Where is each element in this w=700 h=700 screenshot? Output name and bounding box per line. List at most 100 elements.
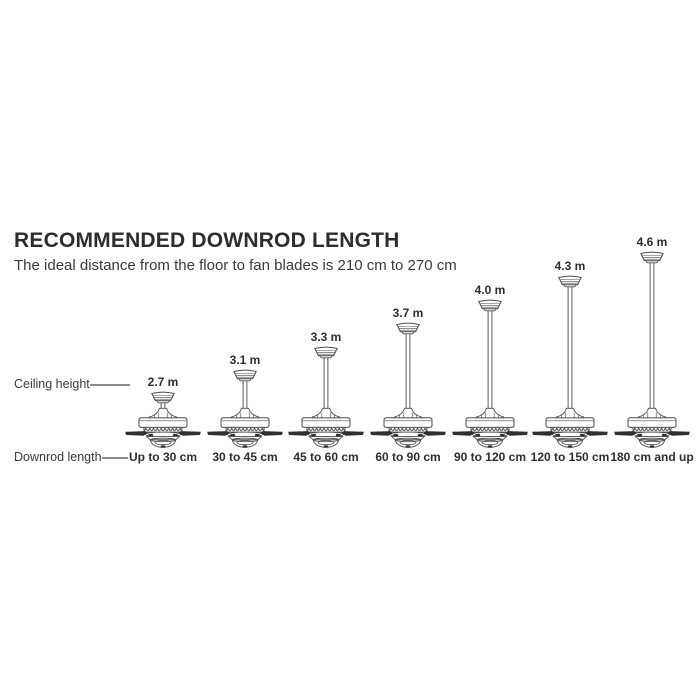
ceiling-height-value: 4.6 m [636, 235, 668, 249]
fan-collar-ridges [643, 412, 661, 418]
fan-light-rim [312, 437, 340, 442]
fan-downrod [323, 357, 329, 410]
fan-blade-left [614, 431, 637, 436]
fan-motor-band [470, 426, 510, 433]
fan-collar [393, 407, 423, 419]
fan-motor-band [143, 426, 183, 433]
downrod-length-value: 45 to 60 cm [293, 450, 359, 464]
fan-motor-drum [383, 417, 433, 428]
fan-blade-iron-right [661, 433, 667, 437]
fan-downrod [567, 286, 573, 410]
fan-light-lens [317, 440, 335, 446]
fan-blade-right [585, 431, 608, 436]
fan-blade-right [178, 431, 201, 436]
fan-blade-iron-right [579, 433, 585, 437]
fan-canopy-base [238, 378, 252, 382]
fan-motor-drum [465, 417, 515, 428]
fan-collar-ridges [561, 412, 579, 418]
ceiling-height-value: 3.3 m [310, 330, 342, 344]
downrod-length-value: Up to 30 cm [128, 450, 197, 464]
fan-blade-left [370, 431, 393, 436]
fan-light-finial [405, 445, 411, 448]
fan-blade-left [125, 431, 148, 436]
fan-blade-iron-left [311, 433, 317, 437]
fan-canopy-lines [559, 279, 581, 284]
fan-motor-drum [545, 417, 595, 428]
fan-canopy-lines [641, 255, 663, 260]
fan-light-rim [231, 437, 259, 442]
fan-motor-band [550, 426, 590, 433]
fan-blade-right [423, 431, 446, 436]
fan-canopy [233, 369, 257, 380]
ceiling-height-row-label: Ceiling height [14, 377, 90, 391]
fan-canopy-base [563, 284, 577, 288]
fan-light-rim [394, 437, 422, 442]
fan-light-finial [567, 445, 573, 448]
downrod-length-value: 30 to 45 cm [212, 450, 278, 464]
fan-blade-left [288, 431, 311, 436]
fan-light-lens [399, 440, 417, 446]
fan-light-rim [638, 437, 666, 442]
fan-motor-drum [138, 417, 188, 428]
fan-light-lens [481, 440, 499, 446]
fan-light-finial [242, 445, 248, 448]
fan-blade-iron-right [254, 433, 260, 437]
fan-collar-ridges [399, 412, 417, 418]
fan-light-finial [487, 445, 493, 448]
fan-collar [148, 407, 178, 419]
fan-canopy-lines [479, 303, 501, 308]
page-subtitle: The ideal distance from the floor to fan… [14, 257, 457, 274]
fan-canopy-lines [152, 395, 174, 400]
ceiling-height-value: 2.7 m [147, 375, 179, 389]
fan-canopy-base [319, 355, 333, 359]
fan-illustration [452, 299, 528, 449]
fan-downrod [487, 310, 493, 410]
fan-collar-ridges [154, 412, 172, 418]
fan-light-finial [323, 445, 329, 448]
fan-illustration [532, 275, 608, 449]
fan-canopy-base [401, 331, 415, 335]
fan-canopy [558, 275, 582, 286]
fan-illustration [288, 346, 364, 449]
fan-downrod [649, 262, 655, 410]
fan-blade-right [505, 431, 528, 436]
ceiling-height-value: 3.1 m [229, 353, 261, 367]
downrod-length-value: 90 to 120 cm [453, 450, 527, 464]
fan-collar [475, 407, 505, 419]
fan-blade-right [667, 431, 690, 436]
fan-light-lens [236, 440, 254, 446]
fan-blade-iron-left [555, 433, 561, 437]
page-title: RECOMMENDED DOWNROD LENGTH [14, 229, 400, 252]
fan-light-finial [160, 445, 166, 448]
fan-motor-band [632, 426, 672, 433]
fan-light-rim [476, 437, 504, 442]
fan-blade-iron-left [148, 433, 154, 437]
fan-collar-ridges [236, 412, 254, 418]
fan-light-lens [561, 440, 579, 446]
fan-light-lens [154, 440, 172, 446]
fan-collar-ridges [481, 412, 499, 418]
fan-collar-ridges [317, 412, 335, 418]
fan-collar [637, 407, 667, 419]
fan-light-finial [649, 445, 655, 448]
fan-blade-iron-left [475, 433, 481, 437]
fan-blade-left [452, 431, 475, 436]
fan-canopy [396, 322, 420, 333]
fan-canopy-base [645, 260, 659, 264]
fan-blade-iron-left [393, 433, 399, 437]
ceiling-height-value: 3.7 m [392, 306, 424, 320]
fan-blade-left [532, 431, 555, 436]
fan-collar [555, 407, 585, 419]
fan-canopy [151, 391, 175, 402]
downrod-length-value: 180 cm and up [610, 450, 694, 464]
ceiling-height-value: 4.3 m [554, 259, 586, 273]
fan-illustration [370, 322, 446, 449]
fan-illustration [125, 391, 201, 449]
fan-canopy-base [483, 308, 497, 312]
downrod-length-leader-line [102, 457, 128, 459]
fan-blade-iron-right [499, 433, 505, 437]
fan-motor-band [388, 426, 428, 433]
fan-blade-iron-right [417, 433, 423, 437]
fan-light-lens [643, 440, 661, 446]
